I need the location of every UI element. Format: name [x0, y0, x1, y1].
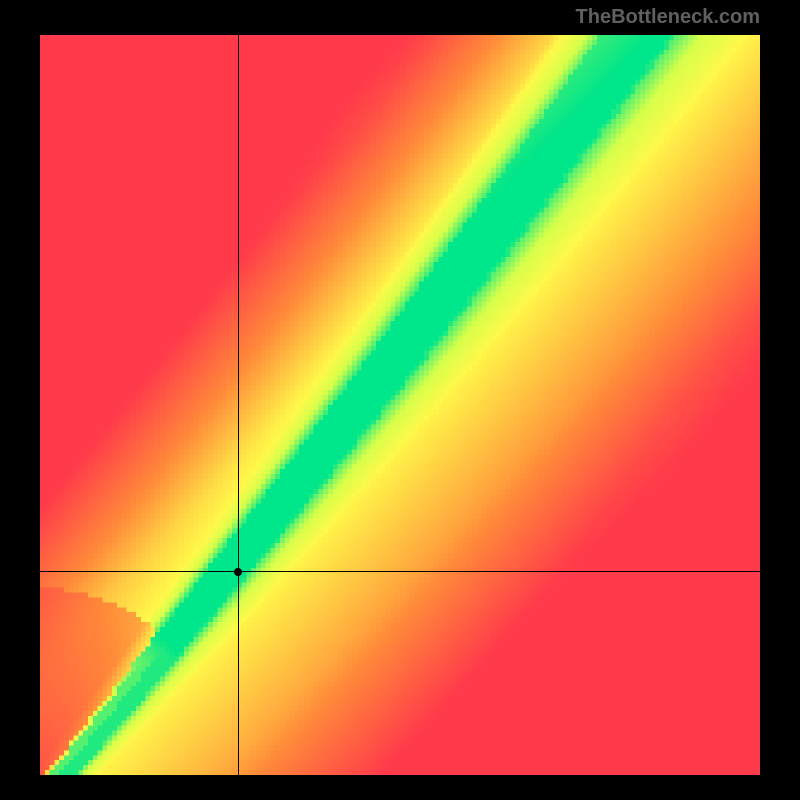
crosshair-marker: [234, 568, 242, 576]
bottleneck-heatmap: [40, 35, 760, 775]
attribution-text: TheBottleneck.com: [576, 6, 760, 29]
crosshair-vertical: [238, 35, 239, 775]
crosshair-horizontal: [40, 571, 760, 572]
chart-container: TheBottleneck.com: [0, 0, 800, 800]
